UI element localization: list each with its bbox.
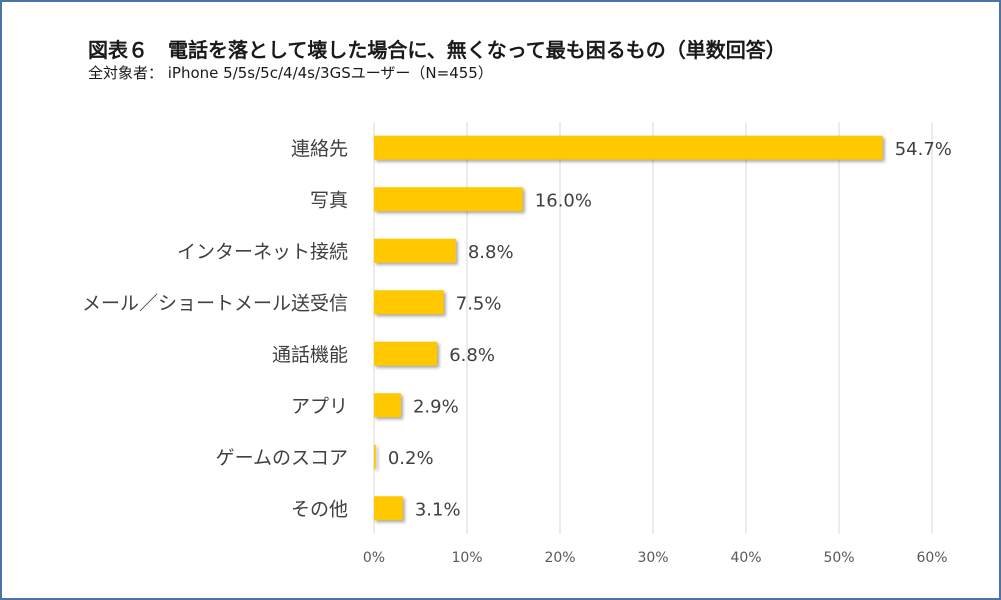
bar xyxy=(374,444,376,469)
x-tick-label: 50% xyxy=(823,550,854,566)
x-tick-label: 30% xyxy=(637,550,668,566)
bar xyxy=(374,341,438,366)
bar xyxy=(374,496,403,521)
value-label: 8.8% xyxy=(468,242,514,263)
x-tick-label: 40% xyxy=(730,550,761,566)
category-label: 連絡先 xyxy=(291,138,348,160)
x-tick-label: 10% xyxy=(451,550,482,566)
chart-title: 図表６ 電話を落として壊した場合に、無くなって最も困るもの（単数回答） xyxy=(88,38,786,62)
category-label: 通話機能 xyxy=(272,344,348,366)
bar xyxy=(374,290,444,315)
bar xyxy=(374,238,456,263)
value-label: 6.8% xyxy=(449,345,495,366)
category-label: アプリ xyxy=(291,395,348,417)
bar xyxy=(374,135,883,160)
category-label: ゲームのスコア xyxy=(216,447,348,469)
category-label: 写真 xyxy=(310,189,348,211)
chart-subtitle: 全対象者： iPhone 5/5s/5c/4/4s/3GSユーザー（N=455） xyxy=(88,64,493,82)
value-label: 3.1% xyxy=(415,499,461,520)
category-label: インターネット接続 xyxy=(177,241,348,263)
value-label: 54.7% xyxy=(895,139,952,160)
value-label: 2.9% xyxy=(413,396,459,417)
bar xyxy=(374,187,523,212)
bar xyxy=(374,393,401,418)
x-tick-label: 20% xyxy=(544,550,575,566)
category-label: メール／ショートメール送受信 xyxy=(82,292,348,314)
value-label: 0.2% xyxy=(388,448,434,469)
value-label: 16.0% xyxy=(535,190,592,211)
value-label: 7.5% xyxy=(456,293,502,314)
x-tick-label: 60% xyxy=(916,550,947,566)
category-label: その他 xyxy=(291,498,348,520)
x-tick-label: 0% xyxy=(363,550,385,566)
